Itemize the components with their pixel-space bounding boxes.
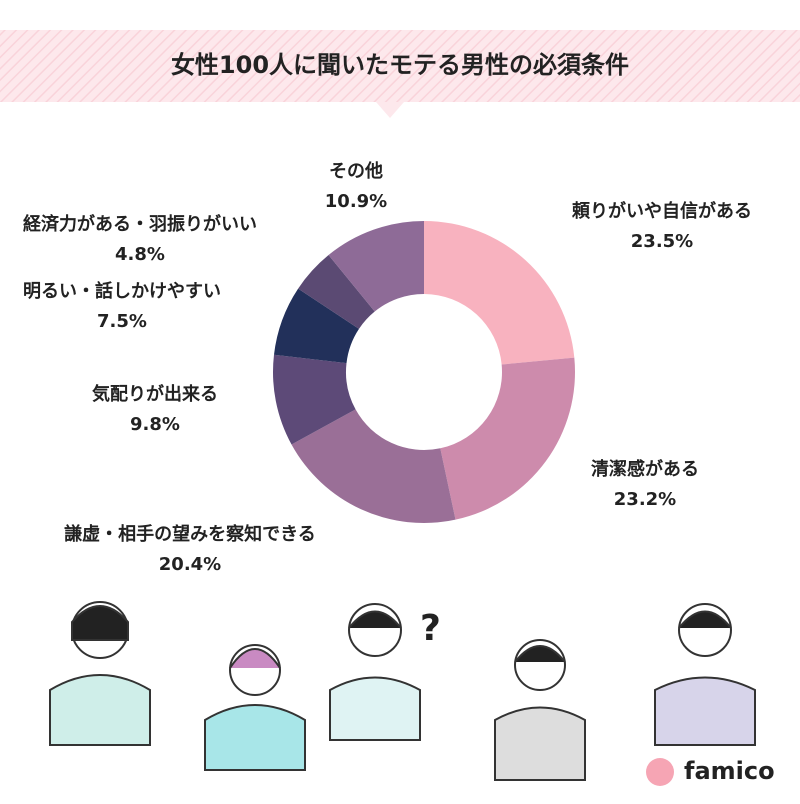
title-band xyxy=(0,30,800,102)
slice-label: 明るい・話しかけやすい xyxy=(23,280,221,302)
brand-icon xyxy=(646,758,674,786)
slice-label: 頼りがいや自信がある xyxy=(572,200,752,222)
chart-title: 女性100人に聞いたモテる男性の必須条件 xyxy=(171,51,629,79)
value-label: 7.5% xyxy=(97,311,147,332)
slice-label: その他 xyxy=(329,160,383,182)
slice-label: 謙虚・相手の望みを察知できる xyxy=(64,523,316,545)
value-label: 9.8% xyxy=(130,414,180,435)
value-label: 23.5% xyxy=(631,231,693,252)
donut-chart: 頼りがいや自信がある 23.5% 清潔感がある 23.2% 謙虚・相手の望みを察知できる… xyxy=(23,160,752,575)
value-label: 20.4% xyxy=(159,554,221,575)
donut-slice xyxy=(440,357,575,520)
value-label: 10.9% xyxy=(325,191,387,212)
donut-slice xyxy=(273,288,359,364)
slice-label: 経済力がある・羽振りがいい xyxy=(23,213,257,235)
svg-text:?: ? xyxy=(420,608,441,649)
donut-slice xyxy=(424,221,575,365)
brand-logo: famico xyxy=(684,757,775,785)
slice-label: 気配りが出来る xyxy=(92,383,218,405)
donut-slice xyxy=(272,354,356,445)
title-notch xyxy=(376,102,404,118)
slice-label: 清潔感がある xyxy=(591,458,699,480)
donut-slice xyxy=(328,221,424,312)
donut-slice xyxy=(298,254,375,329)
value-label: 23.2% xyxy=(614,489,676,510)
donut-slice xyxy=(291,409,456,523)
value-label: 4.8% xyxy=(115,244,165,265)
illustrations: ? xyxy=(49,601,756,781)
